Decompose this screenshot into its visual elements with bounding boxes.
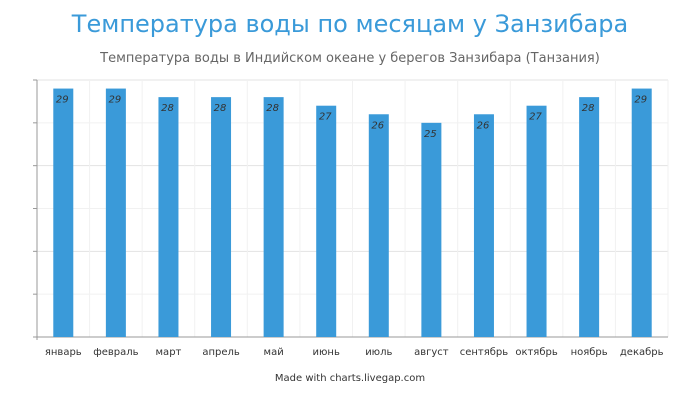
bars bbox=[53, 88, 652, 338]
bar-5 bbox=[263, 97, 284, 337]
bar-8 bbox=[421, 122, 442, 337]
data-label-6: 27 bbox=[319, 112, 332, 123]
x-tick-labels: январь февраль март апрель май июнь июль август… bbox=[45, 347, 664, 358]
bar-12 bbox=[631, 88, 652, 337]
data-labels: 29 29 28 28 28 27 26 25 26 27 28 29 bbox=[56, 95, 647, 140]
data-label-3: 28 bbox=[161, 103, 174, 114]
bar-10 bbox=[526, 105, 547, 337]
x-tick-label-5: май bbox=[264, 347, 284, 358]
axes bbox=[33, 79, 668, 340]
x-tick-label-10: октябрь bbox=[515, 347, 558, 358]
data-label-8: 25 bbox=[424, 129, 437, 140]
data-label-5: 28 bbox=[266, 103, 279, 114]
x-tick-label-9: сентябрь bbox=[460, 347, 509, 358]
grid-lines bbox=[36, 79, 669, 337]
data-label-4: 28 bbox=[214, 103, 227, 114]
data-label-2: 29 bbox=[109, 95, 122, 106]
x-tick-label-12: декабрь bbox=[620, 347, 664, 358]
x-tick-label-1: январь bbox=[45, 347, 82, 358]
bar-11 bbox=[579, 97, 600, 337]
bar-9 bbox=[473, 114, 494, 338]
data-label-11: 28 bbox=[582, 103, 595, 114]
chart-title: Температура воды по месяцам у Занзибара bbox=[71, 10, 629, 38]
data-label-1: 29 bbox=[56, 95, 69, 106]
x-tick-label-8: август bbox=[414, 347, 449, 358]
bar-3 bbox=[158, 97, 179, 337]
bar-2 bbox=[105, 88, 126, 337]
bar-6 bbox=[316, 105, 337, 337]
bar-1 bbox=[53, 88, 74, 337]
chart-credit: Made with charts.livegap.com bbox=[274, 373, 426, 384]
x-tick-label-6: июнь bbox=[313, 347, 340, 358]
x-tick-label-11: ноябрь bbox=[571, 347, 608, 358]
bar-4 bbox=[211, 97, 232, 337]
data-label-9: 26 bbox=[477, 120, 490, 131]
bar-7 bbox=[368, 114, 389, 338]
x-tick-label-2: февраль bbox=[93, 347, 138, 358]
chart-subtitle: Температура воды в Индийском океане у бе… bbox=[100, 51, 600, 66]
x-tick-label-3: март bbox=[156, 347, 182, 358]
data-label-7: 26 bbox=[371, 120, 384, 131]
data-label-12: 29 bbox=[634, 95, 647, 106]
x-tick-label-7: июль bbox=[365, 347, 392, 358]
data-label-10: 27 bbox=[529, 112, 542, 123]
x-tick-label-4: апрель bbox=[202, 347, 240, 358]
